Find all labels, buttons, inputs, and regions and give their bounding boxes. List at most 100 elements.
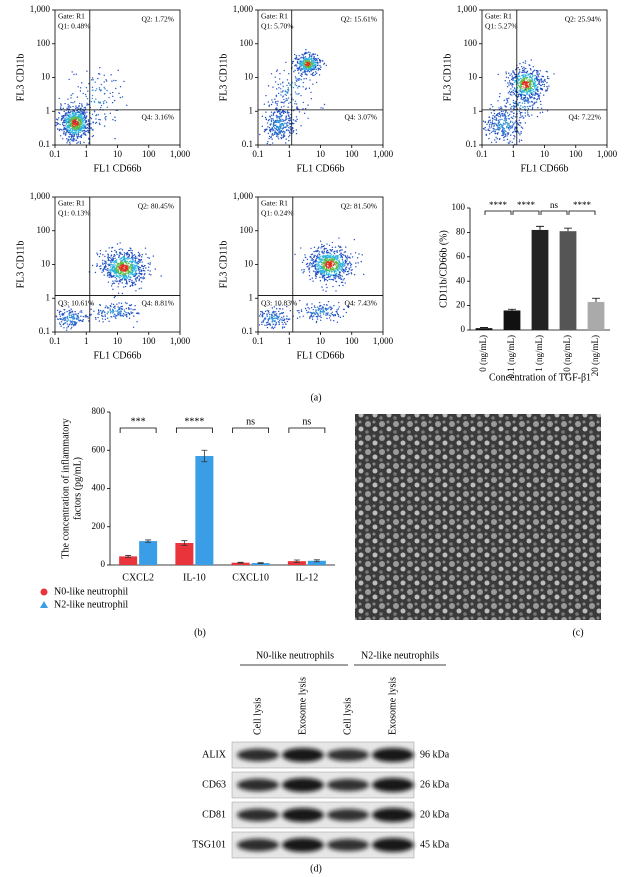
event-dot [498, 112, 501, 114]
event-dot [334, 314, 337, 317]
event-dot [323, 308, 325, 310]
event-dot [537, 83, 539, 86]
event-dot [119, 267, 121, 269]
event-dot [114, 264, 116, 266]
event-dot [304, 53, 306, 55]
event-dot [527, 81, 530, 84]
event-dot [98, 73, 101, 75]
event-dot [503, 120, 505, 122]
event-dot [514, 101, 517, 103]
event-dot [274, 124, 276, 127]
event-dot [340, 278, 342, 281]
event-dot [334, 275, 337, 277]
event-dot [85, 130, 88, 132]
significance-label: ns [302, 416, 311, 427]
blot-band [327, 808, 369, 822]
event-dot [117, 313, 120, 315]
event-dot [533, 103, 536, 105]
bar [531, 229, 549, 330]
event-dot [515, 69, 517, 71]
event-dot [517, 104, 520, 106]
event-dot [280, 111, 283, 113]
event-dot [309, 315, 311, 317]
event-dot [105, 101, 108, 104]
event-dot [111, 246, 114, 249]
event-dot [492, 118, 494, 120]
event-dot [312, 61, 315, 64]
event-dot [66, 129, 68, 132]
event-dot [512, 89, 514, 91]
event-dot [88, 320, 90, 322]
event-dot [67, 126, 69, 129]
event-dot [148, 257, 151, 259]
event-dot [70, 127, 72, 130]
event-dot [278, 310, 280, 313]
event-dot [99, 268, 101, 270]
event-dot [338, 267, 340, 270]
event-dot [518, 68, 521, 71]
event-dot [288, 122, 290, 124]
event-dot [337, 245, 340, 247]
event-dot [285, 323, 287, 325]
event-dot [524, 96, 527, 98]
event-dot [303, 268, 305, 271]
event-dot [525, 86, 528, 88]
event-dot [511, 126, 514, 128]
event-dot [90, 127, 92, 130]
event-dot [266, 321, 269, 323]
event-dot [320, 247, 322, 249]
event-dot [290, 93, 292, 96]
event-dot [266, 314, 268, 316]
event-dot [68, 310, 70, 312]
event-dot [534, 86, 536, 88]
event-dot [313, 246, 316, 249]
event-dot [501, 118, 503, 121]
event-dot [505, 71, 507, 73]
event-dot [69, 143, 71, 145]
event-dot [61, 313, 63, 315]
event-dot [296, 106, 298, 108]
event-dot [268, 105, 270, 107]
event-dot [121, 292, 124, 295]
event-dot [117, 286, 119, 288]
x-tick-label: 1 [287, 149, 292, 159]
event-dot [137, 261, 139, 263]
event-dot [75, 105, 77, 107]
event-dot [82, 319, 84, 321]
event-dot [73, 323, 75, 326]
event-dot [312, 270, 315, 272]
event-dot [136, 272, 138, 275]
event-dot [520, 95, 522, 98]
event-dot [524, 112, 526, 114]
event-dot [350, 253, 352, 255]
event-dot [285, 117, 287, 119]
event-dot [361, 254, 363, 256]
event-dot [348, 272, 350, 275]
event-dot [77, 133, 80, 136]
event-dot [133, 281, 135, 284]
event-dot [80, 315, 82, 317]
event-dot [482, 120, 485, 122]
event-dot [280, 134, 283, 136]
event-dot [323, 277, 325, 280]
event-dot [488, 137, 490, 140]
event-dot [282, 308, 284, 310]
event-dot [516, 103, 519, 105]
event-dot [138, 269, 141, 271]
event-dot [277, 321, 280, 323]
event-dot [113, 266, 116, 268]
event-dot [284, 111, 287, 114]
event-dot [275, 135, 278, 137]
event-dot [124, 258, 126, 261]
event-dot [131, 282, 134, 284]
event-dot [129, 273, 131, 275]
event-dot [508, 90, 511, 92]
event-dot [117, 276, 119, 278]
event-dot [112, 257, 114, 259]
event-dot [285, 142, 287, 144]
event-dot [125, 267, 127, 269]
event-dot [269, 131, 271, 133]
event-dot [275, 322, 278, 324]
event-dot [505, 76, 508, 79]
event-dot [112, 91, 114, 94]
